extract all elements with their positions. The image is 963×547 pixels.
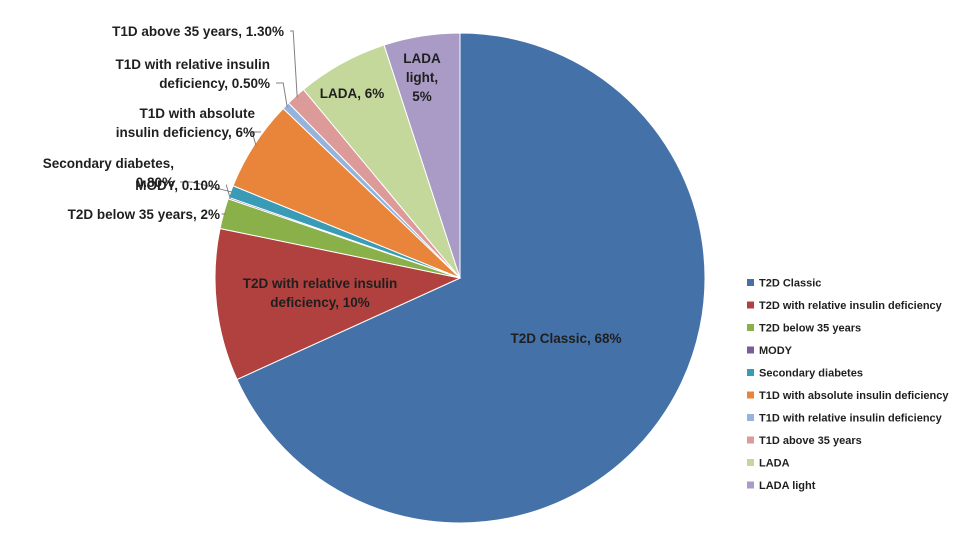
legend-item-t1d-with-absolute-insulin-deficiency: T1D with absolute insulin deficiency (747, 390, 949, 402)
legend-swatch-t2d-below-35-years (747, 324, 754, 331)
legend-item-t1d-with-relative-insulin-deficiency: T1D with relative insulin deficiency (747, 413, 943, 425)
legend-item-t2d-below-35-years: T2D below 35 years (747, 323, 861, 335)
legend-swatch-mody (747, 347, 754, 354)
legend-swatch-t2d-classic (747, 279, 754, 286)
leader-line-t1d-with-relative-insulin-deficiency (276, 83, 287, 107)
legend-label-mody: MODY (759, 345, 793, 357)
legend-swatch-secondary-diabetes (747, 369, 754, 376)
legend-swatch-t1d-with-relative-insulin-deficiency (747, 414, 754, 421)
legend-item-t2d-classic: T2D Classic (747, 278, 821, 290)
legend-label-t2d-with-relative-insulin-deficiency: T2D with relative insulin deficiency (759, 300, 943, 312)
legend-item-t1d-above-35-years: T1D above 35 years (747, 435, 862, 447)
legend-label-t1d-above-35-years: T1D above 35 years (759, 435, 862, 447)
legend-label-lada-light: LADA light (759, 480, 816, 492)
legend-item-lada-light: LADA light (747, 480, 816, 492)
leader-line-t1d-above-35-years (290, 31, 297, 98)
data-label-t1d-above-35-years: T1D above 35 years, 1.30% (112, 24, 284, 39)
legend: T2D Classic T2D with relative insulin def… (747, 278, 949, 493)
legend-swatch-t2d-with-relative-insulin-deficiency (747, 302, 754, 309)
legend-item-lada: LADA (747, 458, 790, 470)
legend-swatch-t1d-with-absolute-insulin-deficiency (747, 392, 754, 399)
legend-swatch-lada (747, 459, 754, 466)
data-label-secondary-diabetes: Secondary diabetes,0.80% (43, 156, 174, 190)
data-label-t2d-below-35-years: T2D below 35 years, 2% (68, 207, 220, 222)
legend-swatch-t1d-above-35-years (747, 437, 754, 444)
data-label-t2d-classic: T2D Classic, 68% (510, 331, 621, 346)
legend-item-t2d-with-relative-insulin-deficiency: T2D with relative insulin deficiency (747, 300, 943, 312)
legend-label-t1d-with-absolute-insulin-deficiency: T1D with absolute insulin deficiency (759, 390, 949, 402)
legend-item-secondary-diabetes: Secondary diabetes (747, 368, 863, 380)
legend-label-t2d-below-35-years: T2D below 35 years (759, 323, 861, 335)
legend-label-secondary-diabetes: Secondary diabetes (759, 368, 863, 380)
legend-swatch-lada-light (747, 482, 754, 489)
legend-label-t2d-classic: T2D Classic (759, 278, 821, 290)
legend-item-mody: MODY (747, 345, 793, 357)
data-label-lada: LADA, 6% (320, 86, 385, 101)
legend-label-t1d-with-relative-insulin-deficiency: T1D with relative insulin deficiency (759, 413, 943, 425)
legend-label-lada: LADA (759, 458, 790, 470)
